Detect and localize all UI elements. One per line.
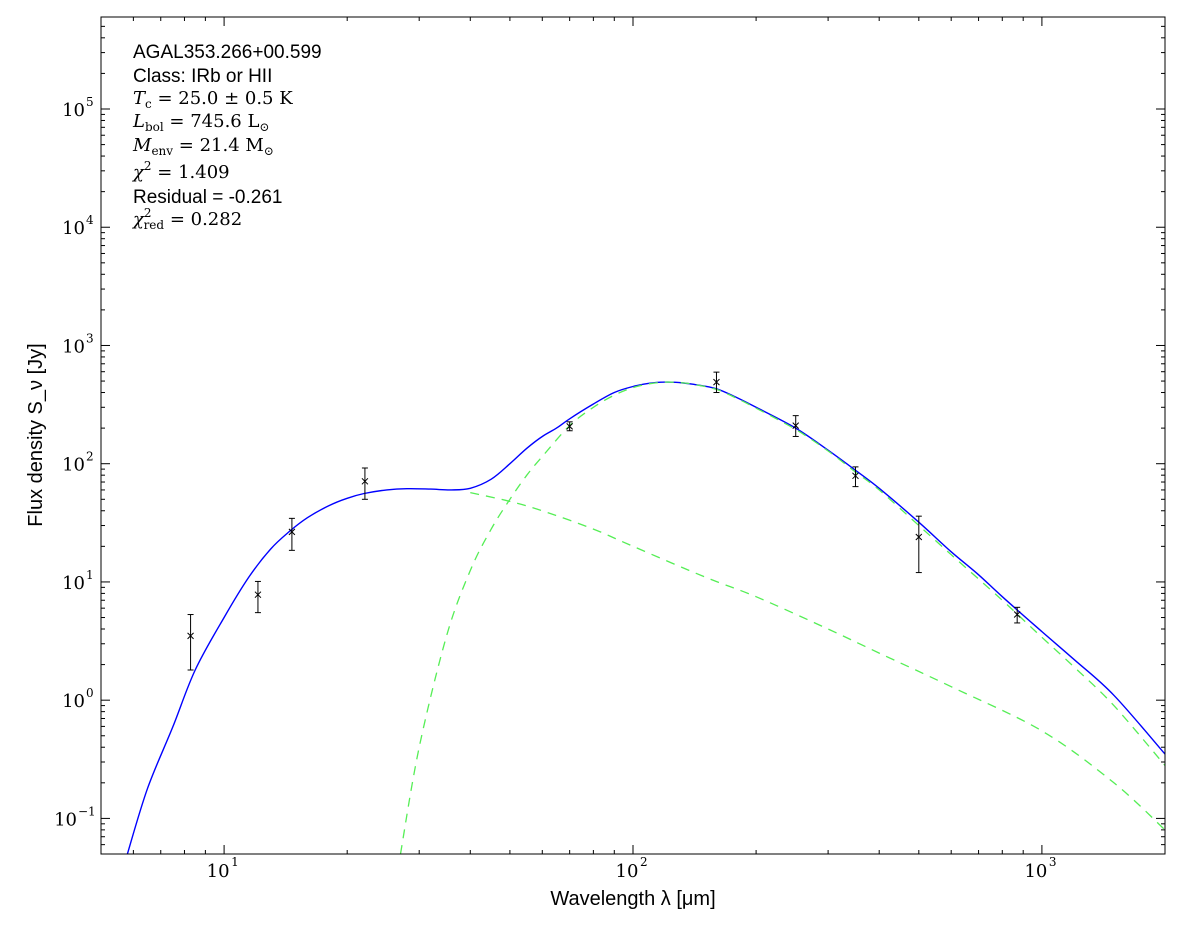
- plot-background: [101, 17, 1165, 854]
- class-label: Class: IRb or HII: [133, 66, 272, 87]
- data-point: [713, 371, 720, 394]
- data-point: [254, 580, 262, 614]
- y-tick-label-exponent: 0: [86, 686, 94, 700]
- x-tick-label: 10: [1024, 861, 1047, 882]
- y-tick-label: 10: [62, 218, 85, 239]
- x-axis-label: Wavelength λ [μm]: [550, 888, 715, 910]
- x-tick-label: 10: [207, 861, 230, 882]
- x-tick-label-exponent: 3: [1049, 855, 1057, 869]
- y-tick-label-exponent: 1: [86, 568, 94, 582]
- data-point: [361, 467, 369, 500]
- chi2-red-value: χ2 red = 0.282: [131, 206, 242, 232]
- y-tick-label-exponent: 4: [86, 213, 94, 227]
- data-point: [187, 614, 194, 671]
- data-points: [187, 371, 1021, 671]
- data-point: [852, 466, 859, 488]
- point-marker: [852, 472, 859, 480]
- data-point: [915, 515, 923, 574]
- source-name: AGAL353.266+00.599: [133, 42, 322, 63]
- point-marker: [713, 378, 720, 386]
- chi2-value: χ2 = 1.409: [131, 159, 230, 183]
- y-tick-label: 10: [62, 573, 85, 594]
- point-marker: [254, 591, 262, 599]
- tc-value: Tc = 25.0 ± 0.5 K: [133, 88, 293, 111]
- y-tick-label: 10: [62, 100, 85, 121]
- model-component-curve: [399, 381, 1165, 854]
- lbol-value: Lbol = 745.6 L⊙: [132, 111, 270, 134]
- point-marker: [1013, 611, 1021, 618]
- data-point: [288, 517, 296, 551]
- fit-annotations: AGAL353.266+00.599 Class: IRb or HII Tc …: [131, 42, 322, 232]
- y-tick-label-exponent: −1: [78, 804, 96, 818]
- y-tick-label: 10: [54, 809, 77, 830]
- y-tick-label-exponent: 5: [86, 95, 94, 109]
- data-point: [566, 421, 574, 432]
- point-marker: [288, 528, 296, 536]
- y-axis-label: Flux density S_ν [Jy]: [25, 343, 47, 526]
- plot-frame: [100, 16, 1166, 855]
- y-tick-label-exponent: 2: [86, 450, 94, 464]
- model-component-curve: [470, 491, 1165, 831]
- y-tick-label: 10: [62, 336, 85, 357]
- point-marker: [361, 477, 369, 485]
- point-marker: [792, 422, 800, 429]
- y-tick-label: 10: [62, 691, 85, 712]
- data-point: [1013, 606, 1021, 624]
- x-tick-labels: 10 1 10 2 10 3: [207, 855, 1057, 882]
- menv-value: Menv = 21.4 M⊙: [132, 135, 274, 158]
- y-tick-label: 10: [62, 455, 85, 476]
- point-marker: [566, 422, 574, 430]
- x-tick-label-exponent: 2: [640, 855, 648, 869]
- x-tick-label-exponent: 1: [231, 855, 239, 869]
- data-point: [792, 415, 800, 437]
- residual-value: Residual = -0.261: [133, 187, 282, 208]
- point-marker: [915, 533, 923, 541]
- y-tick-label-exponent: 3: [86, 331, 94, 345]
- point-marker: [187, 632, 194, 640]
- axis-ticks: [100, 16, 1166, 855]
- x-tick-label: 10: [616, 861, 639, 882]
